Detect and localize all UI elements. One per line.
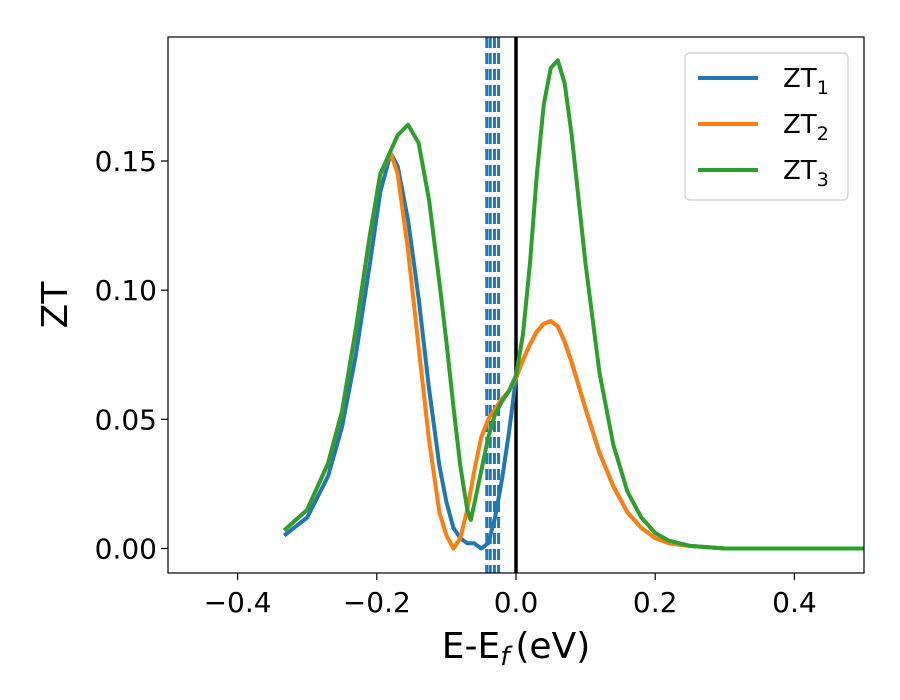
legend-box bbox=[684, 52, 849, 201]
series-line-zt2 bbox=[282, 151, 864, 551]
y-axis-label: ZT bbox=[35, 281, 76, 329]
legend-label-zt2: ZT2 bbox=[783, 110, 829, 145]
y-tick-label: 0.15 bbox=[95, 145, 157, 178]
x-axis-label: E-Ef (eV) bbox=[442, 626, 591, 672]
legend-label-zt1: ZT1 bbox=[783, 64, 829, 99]
legend-label-zt3: ZT3 bbox=[783, 156, 829, 191]
x-tick-label: −0.2 bbox=[343, 586, 411, 619]
y-tick-label: 0.00 bbox=[95, 532, 157, 565]
series-line-zt3 bbox=[282, 58, 864, 551]
y-tick-label: 0.05 bbox=[95, 403, 157, 436]
x-tick-label: −0.4 bbox=[204, 586, 272, 619]
series-line-zt1 bbox=[282, 151, 864, 551]
x-tick-label: 0.2 bbox=[633, 586, 678, 619]
x-tick-label: 0.4 bbox=[772, 586, 817, 619]
y-tick-label: 0.10 bbox=[95, 274, 157, 307]
legend: ZT1 ZT2 ZT3 bbox=[684, 52, 849, 201]
x-tick-label: 0.0 bbox=[494, 586, 539, 619]
